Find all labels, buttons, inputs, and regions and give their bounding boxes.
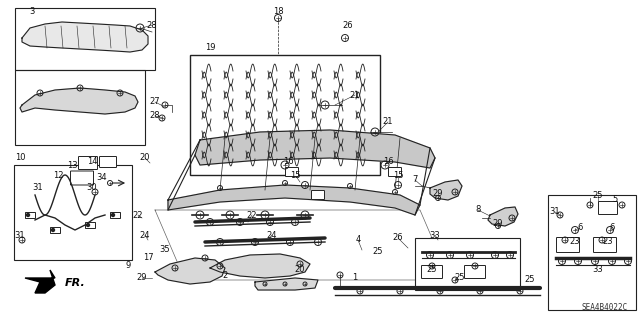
- Text: FR.: FR.: [65, 278, 86, 288]
- Text: 21: 21: [383, 117, 393, 127]
- Text: 17: 17: [143, 254, 154, 263]
- Bar: [50, 227, 60, 233]
- Text: 25: 25: [372, 248, 383, 256]
- FancyBboxPatch shape: [99, 157, 116, 167]
- Bar: [415, 238, 520, 290]
- Bar: [15, 8, 155, 70]
- Text: 15: 15: [393, 170, 403, 180]
- Text: 35: 35: [160, 246, 170, 255]
- Text: 30: 30: [86, 183, 97, 192]
- Text: 31: 31: [33, 183, 44, 192]
- Text: 13: 13: [67, 160, 77, 169]
- Text: 31: 31: [15, 231, 26, 240]
- Polygon shape: [210, 254, 310, 278]
- Text: 25: 25: [427, 265, 437, 275]
- Text: 23: 23: [603, 238, 613, 247]
- Text: 12: 12: [52, 170, 63, 180]
- FancyBboxPatch shape: [79, 157, 97, 169]
- Polygon shape: [168, 185, 420, 215]
- Text: 24: 24: [140, 231, 150, 240]
- Bar: [548, 195, 636, 310]
- Text: 24: 24: [267, 231, 277, 240]
- Text: 1: 1: [353, 273, 358, 283]
- FancyBboxPatch shape: [70, 171, 93, 185]
- Text: 31: 31: [550, 207, 560, 217]
- FancyBboxPatch shape: [557, 238, 579, 253]
- Text: 14: 14: [87, 158, 97, 167]
- Text: 20: 20: [140, 153, 150, 162]
- Polygon shape: [430, 180, 462, 200]
- Text: 29: 29: [137, 273, 147, 283]
- Text: 34: 34: [97, 174, 108, 182]
- Polygon shape: [22, 22, 148, 52]
- Text: 26: 26: [342, 20, 353, 29]
- Text: 16: 16: [383, 158, 394, 167]
- Text: 33: 33: [429, 231, 440, 240]
- Text: 28: 28: [147, 20, 157, 29]
- FancyBboxPatch shape: [598, 202, 618, 214]
- Text: 3: 3: [29, 8, 35, 17]
- Text: 10: 10: [15, 153, 25, 162]
- Text: 9: 9: [125, 261, 131, 270]
- Bar: [14, 165, 132, 260]
- Text: 23: 23: [570, 238, 580, 247]
- Text: 6: 6: [577, 224, 582, 233]
- Text: 18: 18: [273, 8, 284, 17]
- Text: 22: 22: [247, 211, 257, 219]
- Circle shape: [26, 213, 29, 217]
- Text: 29: 29: [493, 219, 503, 227]
- Polygon shape: [25, 270, 55, 293]
- Text: 16: 16: [283, 158, 293, 167]
- Text: 25: 25: [455, 273, 465, 283]
- Bar: [25, 212, 35, 218]
- FancyBboxPatch shape: [465, 265, 486, 278]
- Text: 22: 22: [132, 211, 143, 219]
- Text: 4: 4: [355, 235, 360, 244]
- FancyBboxPatch shape: [285, 167, 298, 176]
- Text: 19: 19: [205, 43, 215, 53]
- Circle shape: [86, 224, 90, 226]
- Text: SEA4B4022C: SEA4B4022C: [582, 303, 628, 312]
- Bar: [190, 55, 380, 175]
- Circle shape: [51, 228, 54, 232]
- Polygon shape: [488, 207, 518, 226]
- Text: 20: 20: [295, 265, 305, 275]
- Bar: [15, 70, 145, 145]
- Circle shape: [111, 213, 115, 217]
- Text: 2: 2: [222, 271, 228, 279]
- Bar: [110, 212, 120, 218]
- Text: 6: 6: [609, 224, 614, 233]
- Text: 29: 29: [433, 189, 444, 197]
- FancyBboxPatch shape: [422, 265, 442, 278]
- Polygon shape: [255, 278, 318, 290]
- Bar: [85, 222, 95, 228]
- Text: 7: 7: [412, 175, 418, 184]
- Text: 15: 15: [290, 170, 300, 180]
- FancyBboxPatch shape: [593, 238, 616, 253]
- Text: 8: 8: [476, 205, 481, 214]
- FancyBboxPatch shape: [312, 190, 324, 199]
- Text: 25: 25: [593, 190, 604, 199]
- Polygon shape: [155, 258, 225, 284]
- FancyBboxPatch shape: [388, 167, 401, 176]
- Text: 26: 26: [393, 234, 403, 242]
- Text: 5: 5: [612, 196, 618, 204]
- Text: 27: 27: [150, 98, 160, 107]
- Text: 33: 33: [593, 265, 604, 275]
- Text: 21: 21: [349, 91, 360, 100]
- Text: 25: 25: [525, 276, 535, 285]
- Polygon shape: [20, 88, 138, 114]
- Text: 28: 28: [150, 112, 160, 121]
- Polygon shape: [195, 130, 435, 168]
